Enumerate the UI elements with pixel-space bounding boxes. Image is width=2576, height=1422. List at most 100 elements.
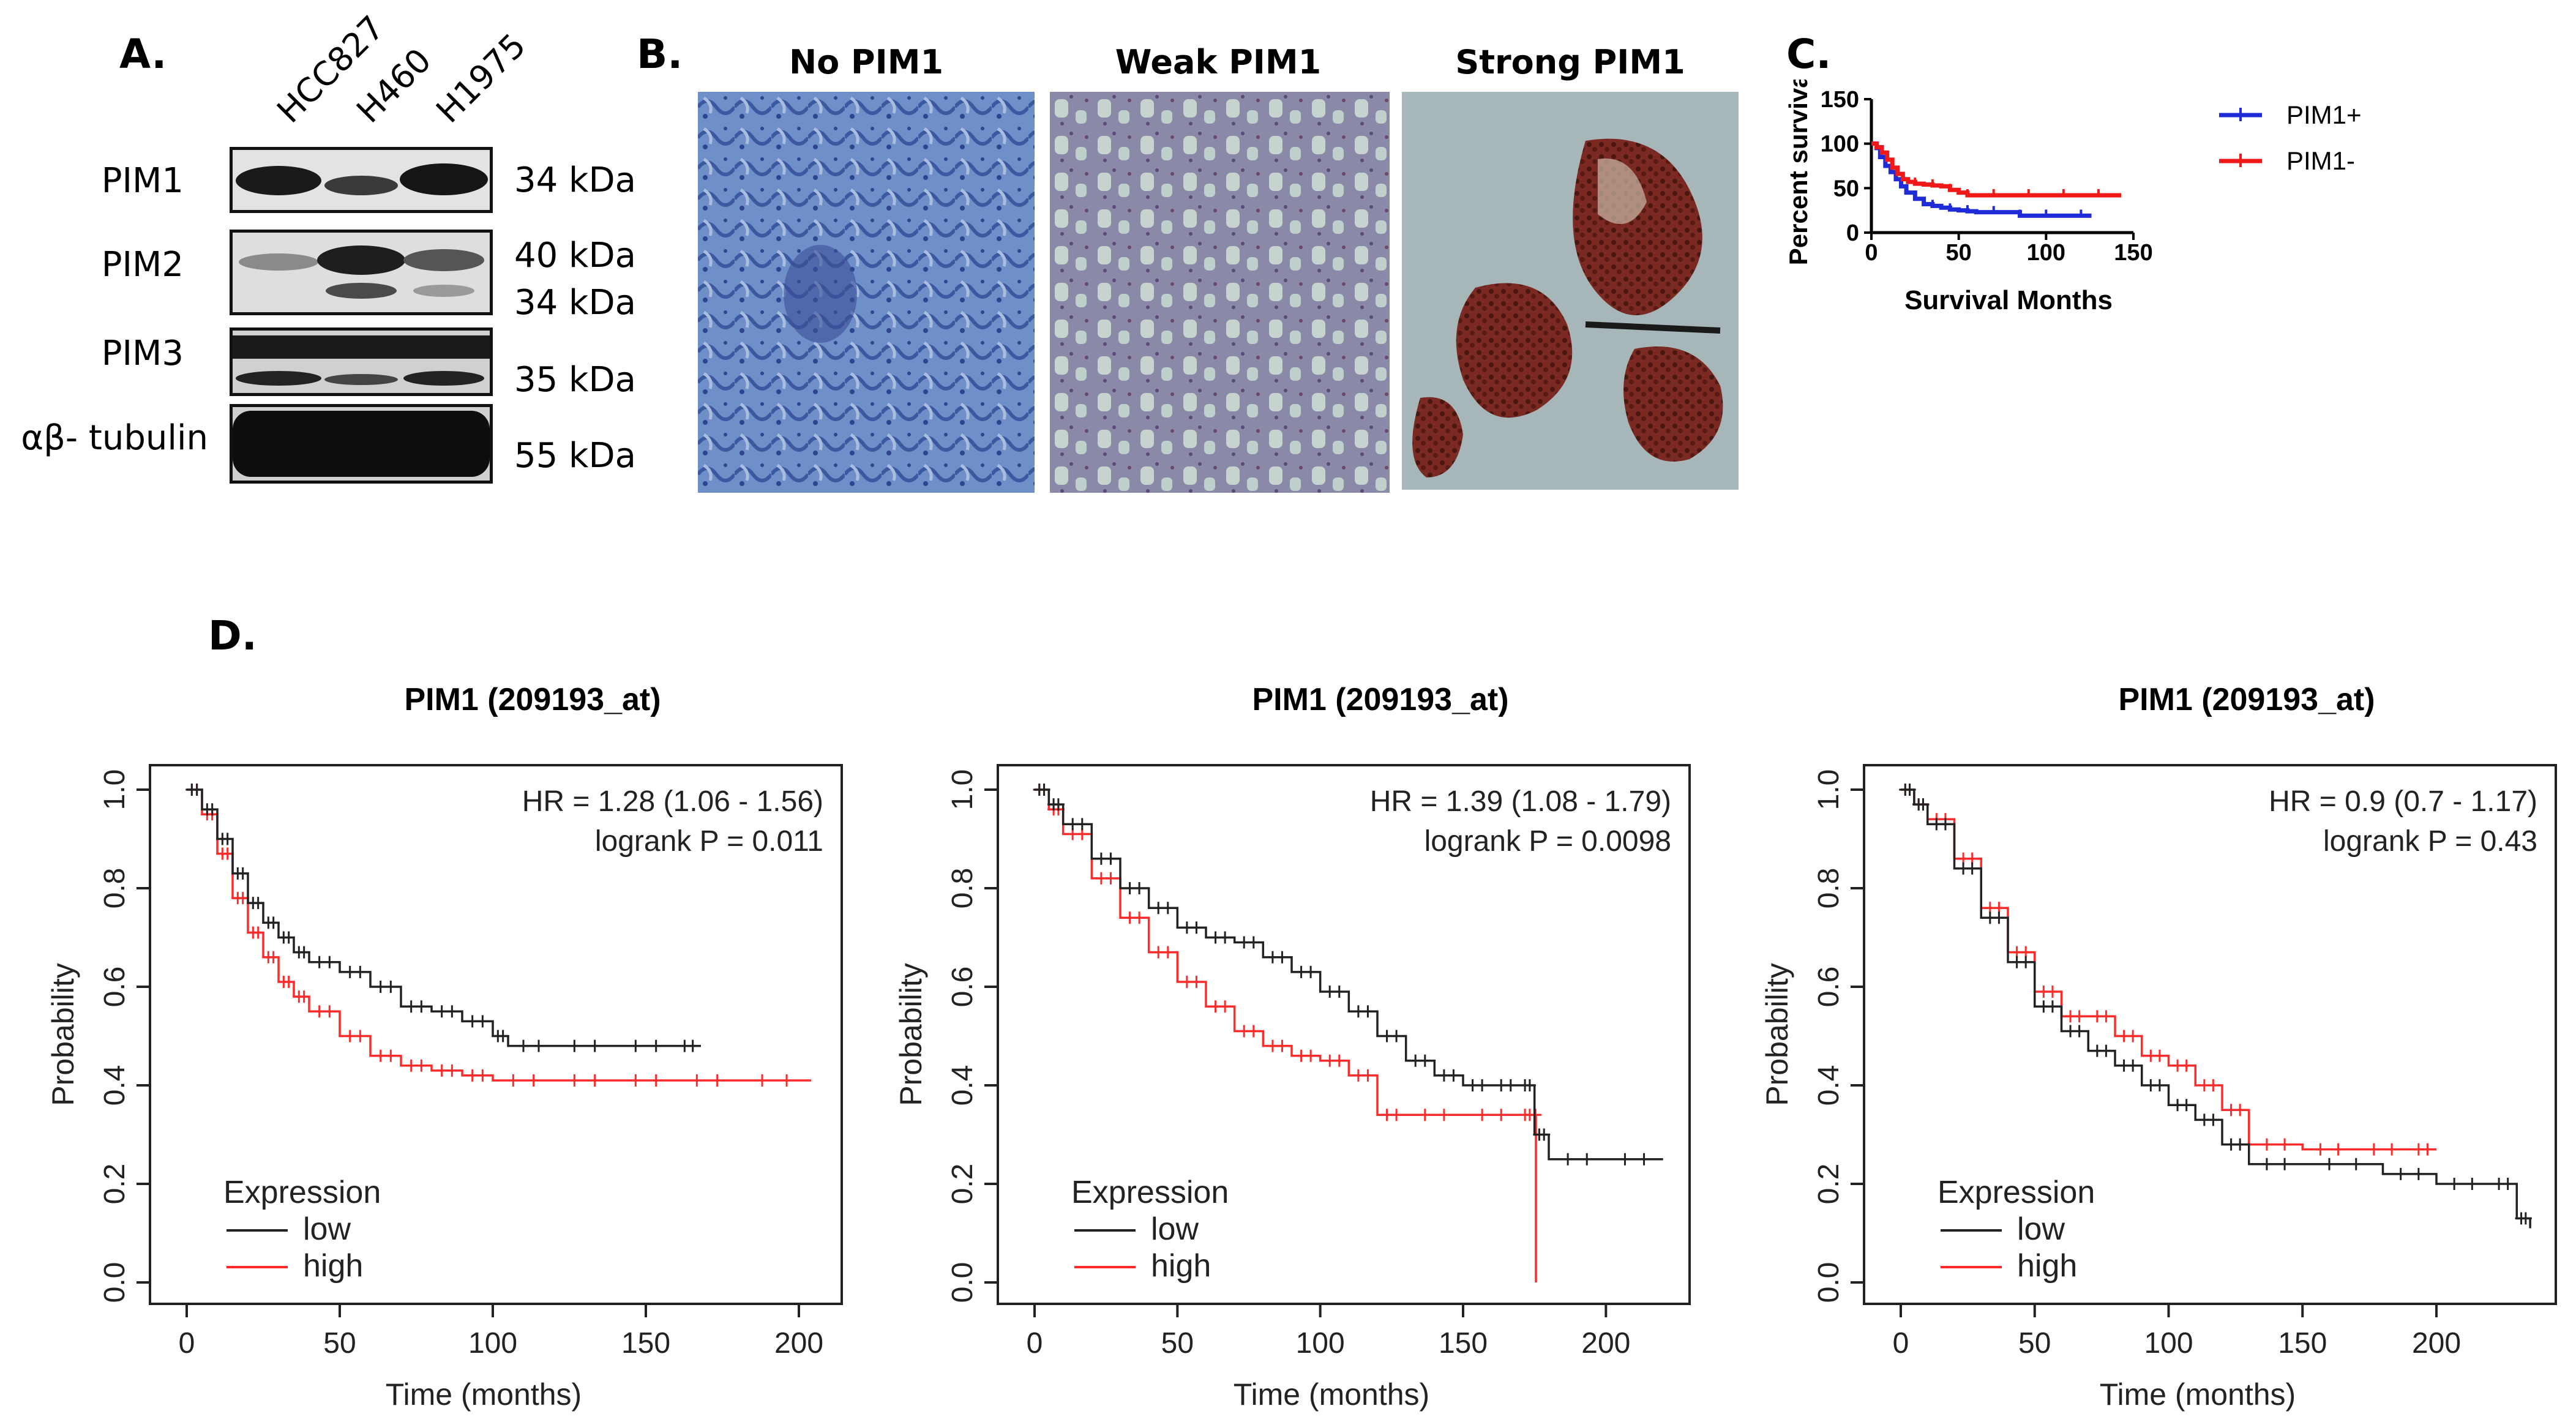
censor-mark-high bbox=[2073, 1010, 2086, 1023]
censor-mark-low bbox=[533, 1039, 545, 1052]
legend-label-high: high bbox=[303, 1248, 363, 1284]
censor-mark-low bbox=[1390, 1030, 1403, 1042]
censor-mark-low bbox=[206, 803, 219, 816]
censor-mark-high bbox=[1390, 1109, 1403, 1121]
km-chart-d1: PIM1 (209193_at) 0.0 0.2 0.4 0.6 0.8 1.0 0 50 100… bbox=[46, 682, 843, 1412]
censor-mark-high bbox=[711, 1074, 724, 1087]
censor-mark-low bbox=[1903, 784, 1916, 796]
censor-mark-high bbox=[1161, 946, 1174, 959]
censor-mark-high bbox=[1247, 1025, 1260, 1038]
censor-mark-low bbox=[1993, 911, 2005, 924]
x-tick-label: 150 bbox=[621, 1327, 670, 1360]
panel-label-a: A. bbox=[119, 31, 167, 78]
censor-mark-high bbox=[354, 1030, 367, 1042]
y-tick-label: 0.4 bbox=[99, 1065, 131, 1106]
censor-mark-low bbox=[1418, 1054, 1431, 1067]
survival-line-pim1-neg bbox=[1871, 141, 2122, 198]
hazard-ratio-text: HR = 0.9 (0.7 - 1.17) bbox=[2269, 785, 2537, 818]
km-chart-d2: PIM1 (209193_at) 0.0 0.2 0.4 0.6 0.8 1.0 0 50 100… bbox=[894, 682, 1691, 1412]
lane-label-h1975: H1975 bbox=[429, 26, 533, 130]
censor-mark-high bbox=[2278, 1138, 2291, 1151]
censor-mark-low bbox=[2127, 1059, 2140, 1072]
censor-mark-low bbox=[1190, 921, 1203, 934]
censor-mark-high bbox=[2260, 1138, 2273, 1151]
hazard-ratio-text: HR = 1.28 (1.06 - 1.56) bbox=[522, 785, 823, 818]
y-tick-label: 0.2 bbox=[99, 1164, 131, 1205]
y-tick-label: 0.4 bbox=[946, 1065, 979, 1106]
x-axis-title: Time (months) bbox=[386, 1377, 582, 1412]
censor-mark-low bbox=[2448, 1178, 2461, 1190]
logrank-p-text: logrank P = 0.0098 bbox=[1425, 825, 1671, 858]
y-tick-label: 0.6 bbox=[946, 967, 979, 1008]
legend-label-low: low bbox=[303, 1211, 351, 1247]
y-tick-label: 1.0 bbox=[99, 769, 131, 810]
censor-mark-low bbox=[2100, 1044, 2113, 1057]
censor-mark-low bbox=[1247, 936, 1260, 949]
censor-mark-low bbox=[384, 981, 397, 993]
y-axis-title: Probability bbox=[46, 963, 80, 1106]
censor-mark-low bbox=[282, 931, 295, 944]
censor-mark-low bbox=[1038, 784, 1050, 796]
censor-mark-low bbox=[1581, 1153, 1593, 1166]
censor-mark-low bbox=[298, 946, 310, 959]
plot-frame bbox=[149, 764, 843, 1305]
censor-mark-low bbox=[629, 1039, 642, 1052]
censor-mark-low bbox=[190, 784, 203, 796]
legend-label-high: high bbox=[1151, 1248, 1211, 1284]
censor-mark-low bbox=[1917, 798, 1930, 811]
censor-mark-low bbox=[2073, 1025, 2086, 1038]
x-tick-label: 0 bbox=[179, 1327, 195, 1360]
x-tick-label: 200 bbox=[2412, 1327, 2461, 1360]
censor-mark-low bbox=[252, 897, 264, 910]
censor-mark-high bbox=[1133, 911, 1146, 924]
censor-mark-low bbox=[496, 1030, 509, 1042]
x-tick-label: 50 bbox=[2018, 1327, 2051, 1360]
x-axis-title: Time (months) bbox=[2100, 1377, 2296, 1412]
censor-mark-low bbox=[2278, 1158, 2291, 1170]
censor-mark-high bbox=[527, 1074, 540, 1087]
x-tick-label: 0 bbox=[1027, 1327, 1043, 1360]
censor-mark-low bbox=[2260, 1158, 2273, 1170]
y-tick-label: 0.2 bbox=[1813, 1164, 1845, 1205]
kda-pim2-lower: 34 kDa bbox=[514, 283, 636, 323]
y-tick-label: 150 bbox=[1821, 87, 1859, 113]
y-tick-label: 0.2 bbox=[946, 1164, 979, 1205]
panel-label-d: D. bbox=[208, 612, 257, 659]
x-tick-label: 100 bbox=[2144, 1327, 2193, 1360]
plot-frame bbox=[997, 764, 1691, 1305]
km-title: PIM1 (209193_at) bbox=[1252, 682, 1508, 717]
censor-mark-low bbox=[2501, 1178, 2514, 1190]
censor-mark-high bbox=[1418, 1109, 1431, 1121]
censor-mark-low bbox=[1052, 798, 1065, 811]
x-tick-label: 0 bbox=[1893, 1327, 1909, 1360]
y-tick-label: 0.8 bbox=[1813, 868, 1845, 909]
censor-mark-high bbox=[1219, 1000, 1232, 1013]
censor-mark-low bbox=[568, 1039, 581, 1052]
censor-mark-low bbox=[236, 867, 249, 880]
legend-title: Expression bbox=[1071, 1175, 1229, 1210]
censor-mark-high bbox=[2046, 986, 2059, 998]
kda-pim2-upper: 40 kDa bbox=[514, 236, 636, 275]
censor-mark-high bbox=[2386, 1143, 2398, 1156]
censor-mark-low bbox=[2466, 1178, 2479, 1190]
censor-mark-high bbox=[2314, 1143, 2327, 1156]
ihc-title-no: No PIM1 bbox=[788, 43, 944, 81]
censor-mark-high bbox=[781, 1074, 793, 1087]
km-title: PIM1 (209193_at) bbox=[2118, 682, 2375, 717]
censor-mark-high bbox=[476, 1069, 489, 1082]
censor-mark-low bbox=[1447, 1069, 1460, 1082]
x-tick-label: 50 bbox=[323, 1327, 356, 1360]
x-axis-title: Survival Months bbox=[1904, 285, 2113, 315]
kda-tubulin: 55 kDa bbox=[514, 436, 636, 476]
legend-label-low: low bbox=[2017, 1211, 2065, 1247]
censor-mark-high bbox=[588, 1074, 601, 1087]
y-axis-title: Percent survival bbox=[1788, 80, 1813, 265]
censor-mark-low bbox=[1133, 882, 1146, 894]
censor-mark-high bbox=[568, 1074, 581, 1087]
censor-mark-high bbox=[1361, 1069, 1374, 1082]
x-tick-label: 50 bbox=[1946, 240, 1972, 266]
censor-mark-high bbox=[2100, 1010, 2113, 1023]
ihc-image-no-pim1 bbox=[698, 92, 1035, 493]
censor-mark-low bbox=[267, 916, 280, 929]
